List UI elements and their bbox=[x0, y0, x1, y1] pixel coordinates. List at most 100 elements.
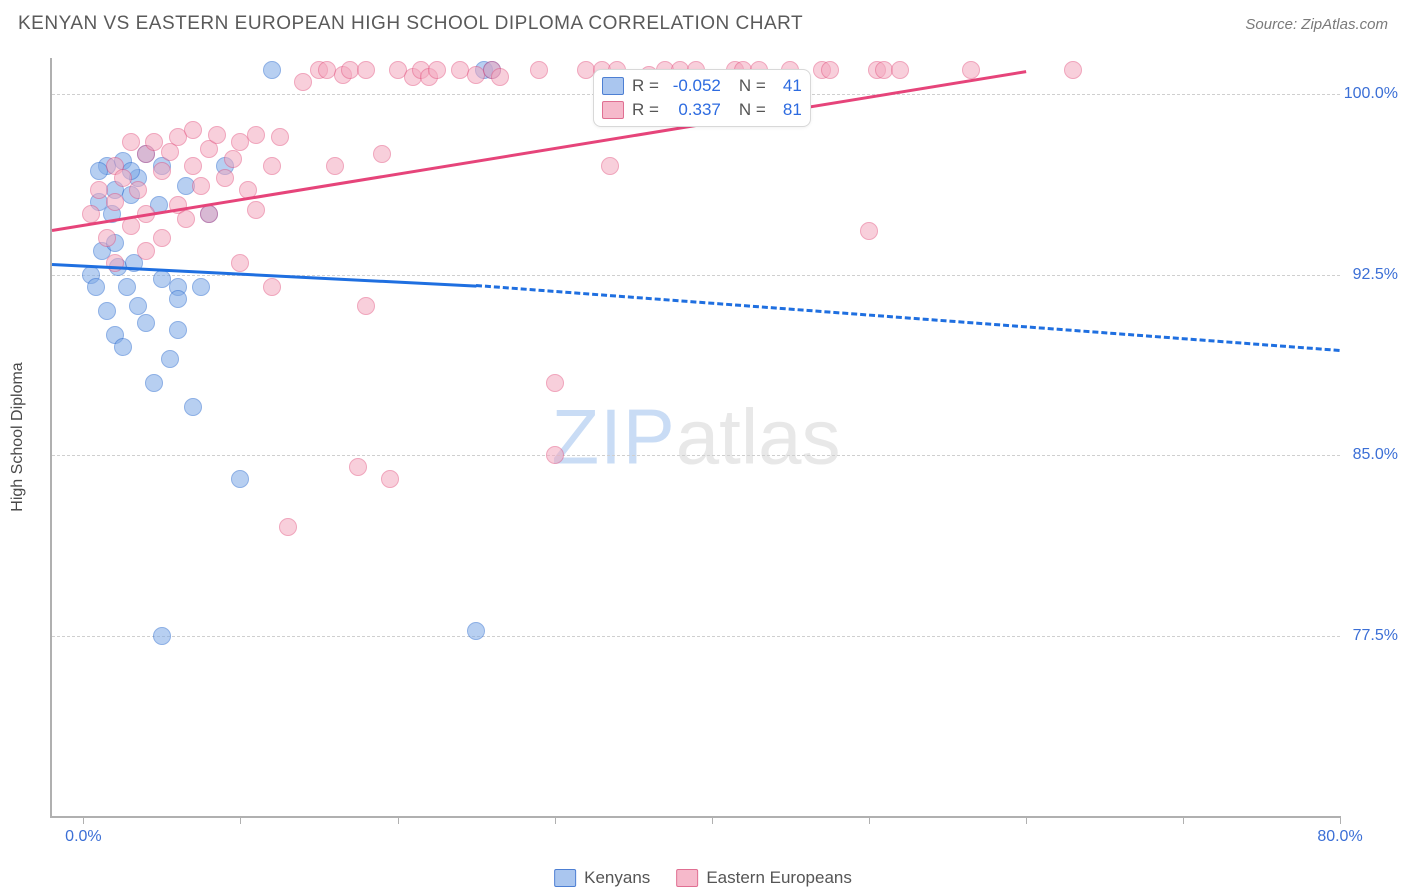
scatter-point-eastern_europeans bbox=[98, 229, 116, 247]
scatter-point-eastern_europeans bbox=[208, 126, 226, 144]
scatter-point-eastern_europeans bbox=[1064, 61, 1082, 79]
legend-item-eastern-europeans: Eastern Europeans bbox=[676, 868, 852, 888]
x-tick bbox=[1026, 816, 1027, 824]
y-tick-label: 85.0% bbox=[1353, 446, 1398, 464]
scatter-point-eastern_europeans bbox=[129, 181, 147, 199]
scatter-point-eastern_europeans bbox=[177, 210, 195, 228]
watermark: ZIPatlas bbox=[551, 392, 840, 483]
x-tick bbox=[555, 816, 556, 824]
stats-n-value: 41 bbox=[774, 76, 802, 96]
scatter-point-eastern_europeans bbox=[326, 157, 344, 175]
scatter-point-eastern_europeans bbox=[224, 150, 242, 168]
scatter-point-eastern_europeans bbox=[601, 157, 619, 175]
bottom-legend: Kenyans Eastern Europeans bbox=[554, 868, 852, 888]
scatter-point-eastern_europeans bbox=[153, 162, 171, 180]
scatter-point-eastern_europeans bbox=[546, 446, 564, 464]
scatter-point-eastern_europeans bbox=[349, 458, 367, 476]
chart-source: Source: ZipAtlas.com bbox=[1245, 16, 1388, 33]
stats-box: R = -0.052 N = 41 R = 0.337 N = 81 bbox=[593, 69, 811, 127]
x-tick bbox=[83, 816, 84, 824]
trendline-dashed-kenyans bbox=[476, 284, 1340, 352]
scatter-point-kenyans bbox=[184, 398, 202, 416]
x-tick bbox=[712, 816, 713, 824]
scatter-point-eastern_europeans bbox=[860, 222, 878, 240]
legend-item-kenyans: Kenyans bbox=[554, 868, 650, 888]
scatter-point-eastern_europeans bbox=[821, 61, 839, 79]
scatter-point-kenyans bbox=[169, 321, 187, 339]
scatter-point-eastern_europeans bbox=[137, 242, 155, 260]
scatter-point-eastern_europeans bbox=[428, 61, 446, 79]
y-tick-label: 100.0% bbox=[1344, 85, 1398, 103]
y-tick-label: 92.5% bbox=[1353, 266, 1398, 284]
scatter-point-kenyans bbox=[129, 297, 147, 315]
scatter-point-eastern_europeans bbox=[546, 374, 564, 392]
scatter-point-eastern_europeans bbox=[247, 201, 265, 219]
scatter-point-eastern_europeans bbox=[891, 61, 909, 79]
scatter-point-kenyans bbox=[137, 314, 155, 332]
scatter-point-eastern_europeans bbox=[114, 169, 132, 187]
scatter-point-eastern_europeans bbox=[247, 126, 265, 144]
scatter-point-eastern_europeans bbox=[271, 128, 289, 146]
x-tick bbox=[1183, 816, 1184, 824]
scatter-point-kenyans bbox=[161, 350, 179, 368]
stats-r-label: R = bbox=[632, 76, 659, 96]
stats-n-value: 81 bbox=[774, 100, 802, 120]
scatter-point-eastern_europeans bbox=[381, 470, 399, 488]
stats-row-kenyans: R = -0.052 N = 41 bbox=[602, 74, 802, 98]
scatter-point-eastern_europeans bbox=[357, 61, 375, 79]
scatter-point-kenyans bbox=[118, 278, 136, 296]
scatter-point-eastern_europeans bbox=[491, 68, 509, 86]
scatter-point-eastern_europeans bbox=[263, 157, 281, 175]
scatter-point-eastern_europeans bbox=[192, 177, 210, 195]
gridline-h bbox=[52, 455, 1340, 456]
scatter-point-kenyans bbox=[467, 622, 485, 640]
stats-row-eastern_europeans: R = 0.337 N = 81 bbox=[602, 98, 802, 122]
stats-n-label: N = bbox=[739, 76, 766, 96]
x-tick-label-right: 80.0% bbox=[1317, 828, 1362, 846]
stats-swatch-eastern_europeans bbox=[602, 101, 624, 119]
x-tick bbox=[240, 816, 241, 824]
gridline-h bbox=[52, 636, 1340, 637]
scatter-point-eastern_europeans bbox=[294, 73, 312, 91]
scatter-point-kenyans bbox=[263, 61, 281, 79]
plot-area: ZIPatlas High School Diploma 77.5%85.0%9… bbox=[50, 58, 1340, 818]
stats-r-value: 0.337 bbox=[667, 100, 721, 120]
scatter-point-eastern_europeans bbox=[90, 181, 108, 199]
watermark-atlas: atlas bbox=[676, 393, 841, 481]
legend-swatch-eastern-europeans bbox=[676, 869, 698, 887]
x-tick bbox=[869, 816, 870, 824]
scatter-point-eastern_europeans bbox=[184, 121, 202, 139]
scatter-point-eastern_europeans bbox=[530, 61, 548, 79]
chart-header: KENYAN VS EASTERN EUROPEAN HIGH SCHOOL D… bbox=[0, 0, 1406, 48]
stats-r-value: -0.052 bbox=[667, 76, 721, 96]
scatter-point-kenyans bbox=[192, 278, 210, 296]
scatter-point-eastern_europeans bbox=[184, 157, 202, 175]
source-value: ZipAtlas.com bbox=[1301, 16, 1388, 33]
scatter-point-eastern_europeans bbox=[263, 278, 281, 296]
stats-n-label: N = bbox=[739, 100, 766, 120]
scatter-point-eastern_europeans bbox=[373, 145, 391, 163]
x-tick bbox=[1340, 816, 1341, 824]
scatter-point-eastern_europeans bbox=[200, 205, 218, 223]
legend-swatch-kenyans bbox=[554, 869, 576, 887]
scatter-point-eastern_europeans bbox=[153, 229, 171, 247]
scatter-point-eastern_europeans bbox=[279, 518, 297, 536]
legend-label-kenyans: Kenyans bbox=[584, 868, 650, 888]
scatter-point-kenyans bbox=[87, 278, 105, 296]
scatter-point-eastern_europeans bbox=[122, 133, 140, 151]
legend-label-eastern-europeans: Eastern Europeans bbox=[706, 868, 852, 888]
watermark-zip: ZIP bbox=[551, 393, 675, 481]
x-tick bbox=[398, 816, 399, 824]
scatter-point-eastern_europeans bbox=[106, 193, 124, 211]
scatter-point-kenyans bbox=[153, 627, 171, 645]
y-tick-label: 77.5% bbox=[1353, 627, 1398, 645]
scatter-point-kenyans bbox=[145, 374, 163, 392]
stats-swatch-kenyans bbox=[602, 77, 624, 95]
scatter-point-kenyans bbox=[169, 290, 187, 308]
scatter-point-eastern_europeans bbox=[216, 169, 234, 187]
x-tick-label-left: 0.0% bbox=[65, 828, 101, 846]
scatter-point-eastern_europeans bbox=[231, 254, 249, 272]
scatter-point-kenyans bbox=[98, 302, 116, 320]
stats-r-label: R = bbox=[632, 100, 659, 120]
scatter-point-eastern_europeans bbox=[962, 61, 980, 79]
